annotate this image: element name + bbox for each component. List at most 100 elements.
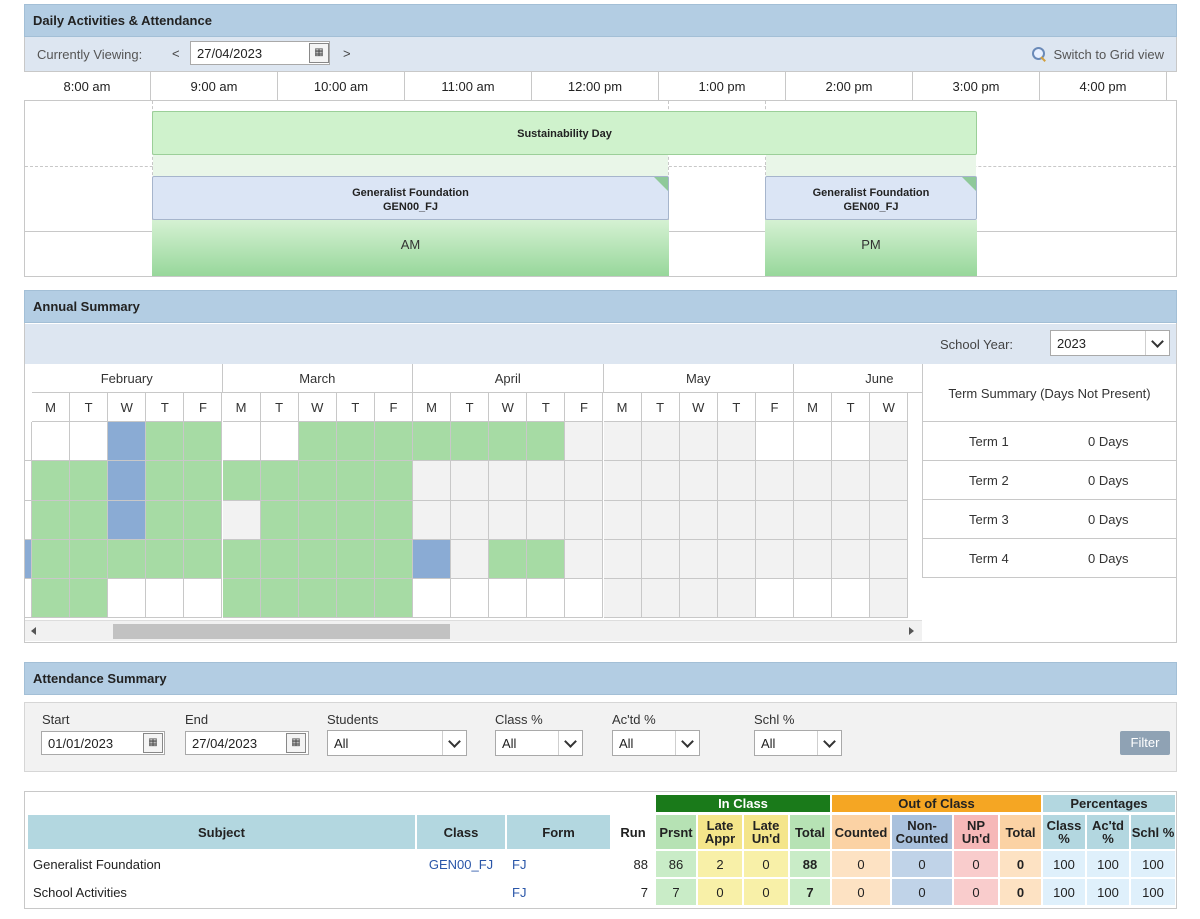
col-present[interactable]: Prsnt [656,815,696,849]
calendar-day-cell[interactable] [755,539,794,580]
calendar-day-cell[interactable] [413,539,452,580]
calendar-day-cell[interactable] [260,422,299,462]
cell-form-link[interactable]: FJ [512,856,527,872]
calendar-day-cell[interactable] [32,461,71,501]
calendar-day-cell[interactable] [260,539,299,580]
cell-class-link[interactable] [417,879,505,905]
col-run[interactable]: Run [612,815,654,849]
calendar-day-cell[interactable] [413,461,452,501]
calendar-icon[interactable]: ▦ [309,43,329,63]
calendar-day-cell[interactable] [70,500,109,540]
calendar-day-cell[interactable] [679,422,718,462]
class-block-pm[interactable]: Generalist Foundation GEN00_FJ [765,176,977,220]
calendar-day-cell[interactable] [374,461,413,501]
calendar-day-cell[interactable] [222,539,261,580]
calendar-day-cell[interactable] [603,422,642,462]
viewing-date-input[interactable]: 27/04/2023 [190,41,330,65]
calendar-day-cell[interactable] [870,579,909,619]
calendar-day-cell[interactable] [108,500,147,540]
class-block-am[interactable]: Generalist Foundation GEN00_FJ [152,176,669,220]
calendar-day-cell[interactable] [794,422,833,462]
calendar-day-cell[interactable] [870,461,909,501]
calendar-day-cell[interactable] [832,500,871,540]
calendar-day-cell[interactable] [336,422,375,462]
calendar-day-cell[interactable] [832,461,871,501]
calendar-day-cell[interactable] [565,539,604,580]
calendar-day-cell[interactable] [260,579,299,619]
col-late-approved[interactable]: Late Appr [698,815,742,849]
class-pct-select[interactable]: All [495,730,583,756]
calendar-day-cell[interactable] [603,539,642,580]
calendar-day-cell[interactable] [565,422,604,462]
calendar-day-cell[interactable] [527,500,566,540]
calendar-day-cell[interactable] [527,539,566,580]
calendar-day-cell[interactable] [451,579,490,619]
calendar-day-cell[interactable] [336,539,375,580]
calendar-icon[interactable]: ▦ [143,733,163,753]
calendar-day-cell[interactable] [108,579,147,619]
calendar-day-cell[interactable] [222,579,261,619]
calendar-day-cell[interactable] [679,461,718,501]
calendar-day-cell[interactable] [527,461,566,501]
calendar-day-cell[interactable] [32,539,71,580]
calendar-day-cell[interactable] [832,422,871,462]
calendar-day-cell[interactable] [679,500,718,540]
cell-class-link[interactable]: GEN00_FJ [428,856,494,872]
school-year-select[interactable]: 2023 [1050,330,1170,356]
calendar-day-cell[interactable] [260,461,299,501]
calendar-day-cell[interactable] [184,539,223,580]
col-total-in[interactable]: Total [790,815,830,849]
filter-button[interactable]: Filter [1120,731,1170,755]
calendar-day-cell[interactable] [25,422,32,462]
calendar-day-cell[interactable] [222,422,261,462]
calendar-day-cell[interactable] [374,422,413,462]
next-day-button[interactable]: > [343,46,351,61]
scroll-left-icon[interactable] [31,627,36,635]
calendar-day-cell[interactable] [870,500,909,540]
col-subject[interactable]: Subject [28,815,415,849]
calendar-day-cell[interactable] [25,500,32,540]
calendar-day-cell[interactable] [374,579,413,619]
calendar-day-cell[interactable] [25,461,32,501]
calendar-day-cell[interactable] [870,422,909,462]
calendar-day-cell[interactable] [717,461,756,501]
session-pm[interactable]: PM [765,220,977,276]
calendar-day-cell[interactable] [70,579,109,619]
calendar-day-cell[interactable] [32,500,71,540]
calendar-day-cell[interactable] [489,579,528,619]
col-class-pct[interactable]: Class % [1043,815,1085,849]
calendar-day-cell[interactable] [70,422,109,462]
calendar-day-cell[interactable] [298,539,337,580]
calendar-day-cell[interactable] [755,579,794,619]
calendar-day-cell[interactable] [451,539,490,580]
calendar-icon[interactable]: ▦ [286,733,306,753]
calendar-day-cell[interactable] [603,500,642,540]
calendar-day-cell[interactable] [755,422,794,462]
col-counted[interactable]: Counted [832,815,890,849]
calendar-day-cell[interactable] [25,539,32,580]
calendar-day-cell[interactable] [25,579,32,619]
prev-day-button[interactable]: < [172,46,180,61]
calendar-day-cell[interactable] [336,500,375,540]
calendar-day-cell[interactable] [298,579,337,619]
calendar-day-cell[interactable] [70,539,109,580]
col-non-counted[interactable]: Non-Counted [892,815,952,849]
cell-form-link[interactable]: FJ [512,884,527,900]
calendar-day-cell[interactable] [146,500,185,540]
calendar-day-cell[interactable] [108,422,147,462]
calendar-day-cell[interactable] [717,422,756,462]
col-actd-pct[interactable]: Ac'td % [1087,815,1129,849]
calendar-day-cell[interactable] [32,579,71,619]
calendar-day-cell[interactable] [108,461,147,501]
calendar-day-cell[interactable] [679,579,718,619]
col-np-unexplained[interactable]: NP Un'd [954,815,998,849]
calendar-day-cell[interactable] [146,422,185,462]
calendar-day-cell[interactable] [374,500,413,540]
calendar-day-cell[interactable] [184,579,223,619]
calendar-day-cell[interactable] [336,461,375,501]
calendar-day-cell[interactable] [565,461,604,501]
calendar-day-cell[interactable] [489,500,528,540]
calendar-day-cell[interactable] [489,422,528,462]
calendar-day-cell[interactable] [108,539,147,580]
scroll-thumb[interactable] [113,624,450,639]
